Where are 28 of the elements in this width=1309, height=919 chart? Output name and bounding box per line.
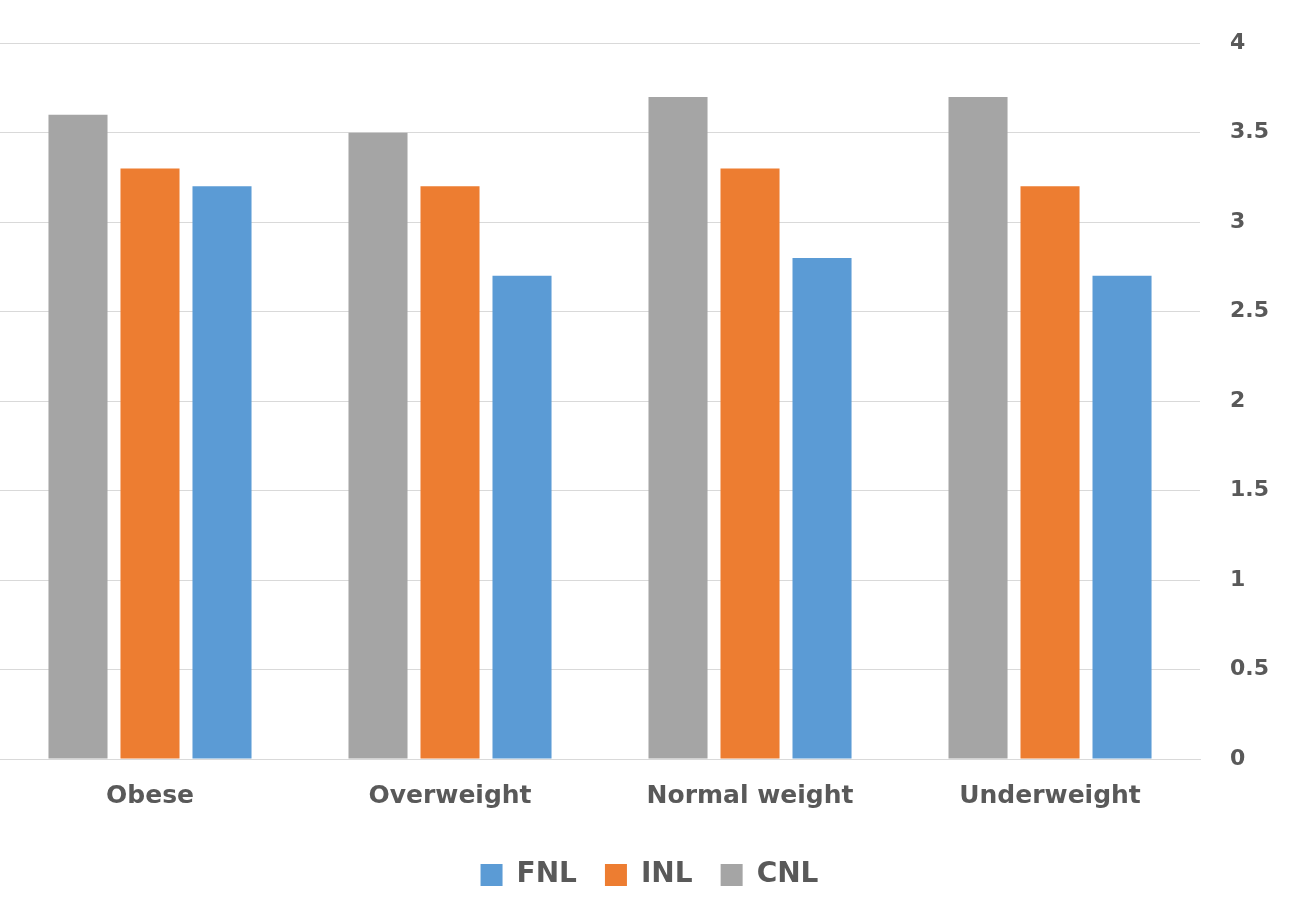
bar — [792, 257, 852, 759]
bar — [1020, 186, 1080, 759]
y-tick-label: 0 — [1230, 744, 1246, 770]
y-tick-label: 2.5 — [1230, 297, 1270, 323]
y-tick-label: 1.5 — [1230, 476, 1270, 502]
bar — [348, 132, 408, 759]
bar — [720, 168, 780, 759]
legend-label: INL — [640, 856, 693, 890]
bar — [648, 96, 708, 759]
y-tick-label: 2 — [1230, 386, 1246, 412]
bar — [48, 114, 108, 759]
bar — [1092, 275, 1152, 759]
y-tick-label: 3.5 — [1230, 118, 1270, 144]
y-tick-label: 0.5 — [1230, 655, 1270, 681]
legend-label: FNL — [516, 856, 578, 890]
x-tick-label: Overweight — [368, 779, 532, 809]
bar — [420, 186, 480, 759]
x-tick-label: Normal weight — [646, 779, 854, 809]
y-tick-label: 4 — [1230, 28, 1246, 54]
bar — [192, 186, 252, 759]
bar — [120, 168, 180, 759]
bar — [492, 275, 552, 759]
y-tick-label: 1 — [1230, 565, 1246, 591]
legend-label: CNL — [756, 856, 819, 890]
bar — [948, 96, 1008, 759]
x-tick-label: Obese — [106, 779, 194, 809]
y-tick-label: 3 — [1230, 207, 1246, 233]
x-tick-label: Underweight — [959, 779, 1141, 809]
